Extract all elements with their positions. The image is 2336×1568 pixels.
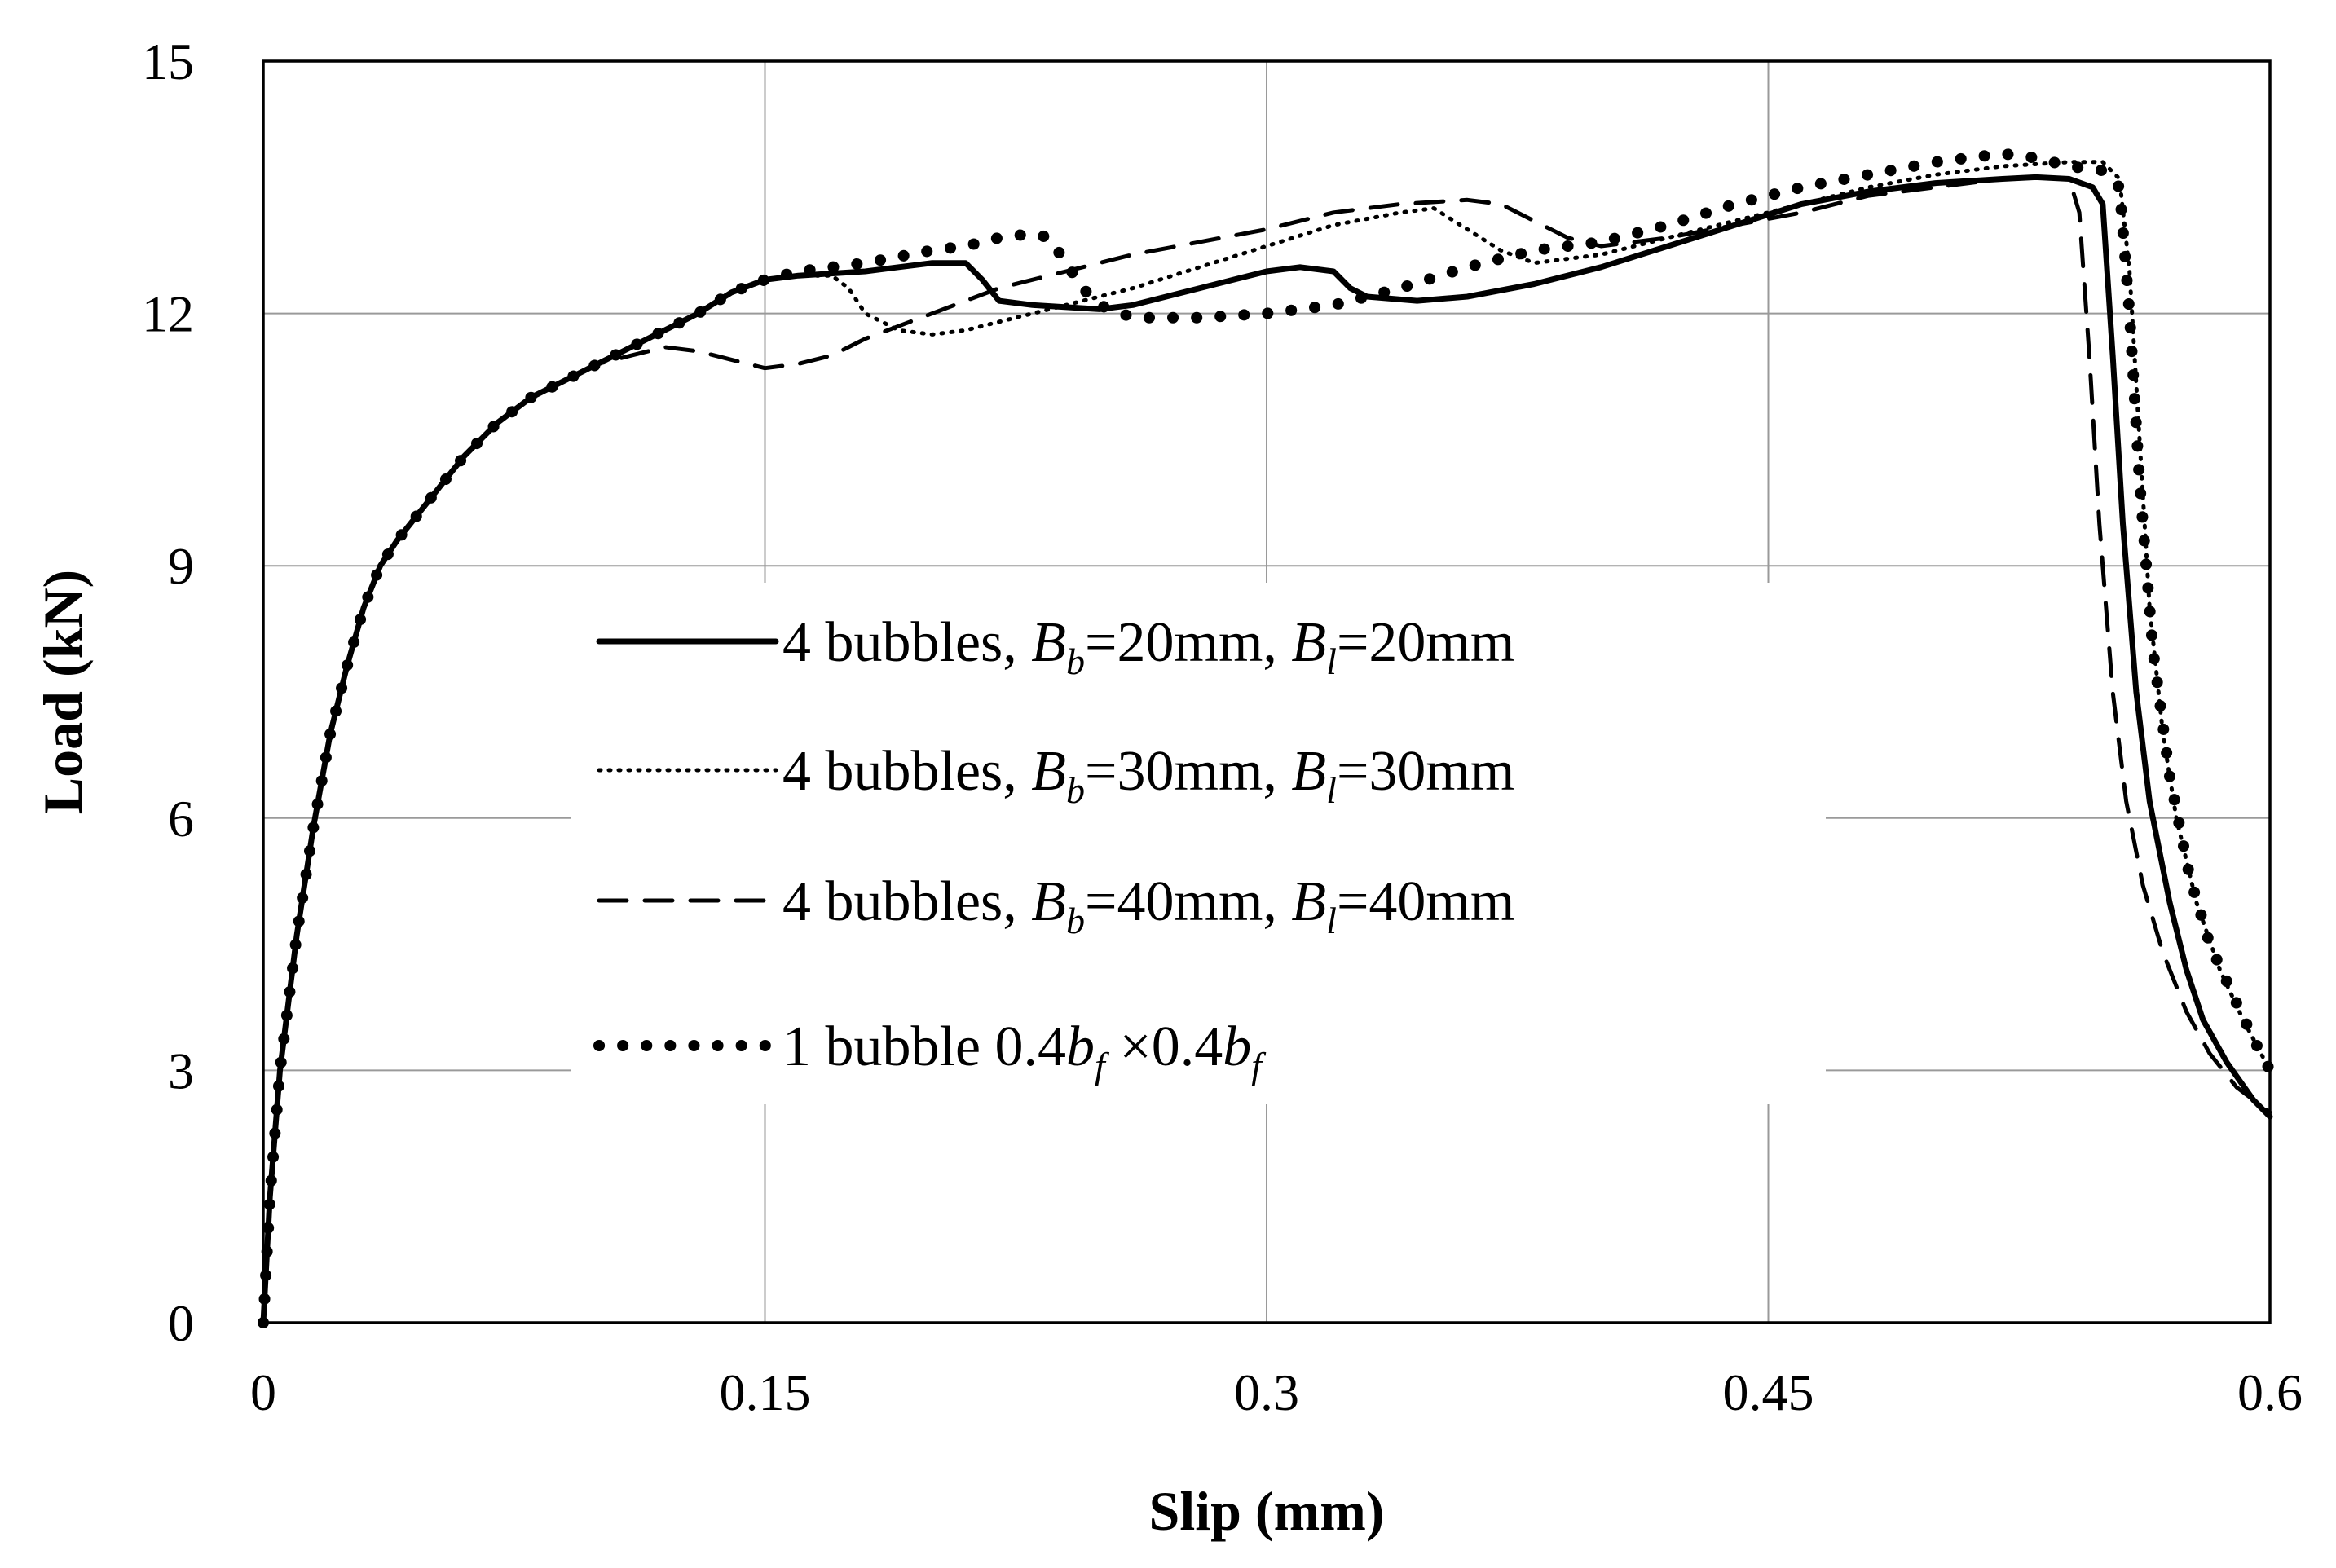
legend-label-part: B <box>1291 740 1326 803</box>
y-tick-label: 0 <box>168 1294 194 1352</box>
x-tick-label: 0.15 <box>720 1363 811 1421</box>
legend-item-4-bubbles-bb-40mm-bl-40mm: 4 bubbles, Bb=40mm, Bl=40mm <box>597 870 1514 941</box>
legend-item-4-bubbles-bb-20mm-bl-20mm: 4 bubbles, Bb=20mm, Bl=20mm <box>596 611 1514 682</box>
legend-label-part: =30mm <box>1337 740 1514 803</box>
plot-frame <box>262 59 2272 1324</box>
x-axis-ticks: 0 0.15 0.3 0.45 0.6 <box>250 1363 2303 1421</box>
legend-label-part: b <box>1066 769 1085 811</box>
legend-label-part: =40mm <box>1337 870 1514 933</box>
legend-label: 1 bubble 0.4bf ×0.4bf <box>782 1015 1267 1086</box>
legend-background <box>571 583 1826 1104</box>
legend-label-part: l <box>1326 641 1337 682</box>
legend-label-part: 4 bubbles, <box>782 611 1031 674</box>
legend-label-part: B <box>1031 870 1066 933</box>
legend-label-part: B <box>1291 870 1326 933</box>
legend-label-part: =30mm, <box>1085 740 1291 803</box>
y-tick-label: 15 <box>142 33 194 90</box>
y-axis-ticks: 0 3 6 9 12 15 <box>142 33 194 1352</box>
legend-label-part: 4 bubbles, <box>782 740 1031 803</box>
legend-label: 4 bubbles, Bb=20mm, Bl=20mm <box>782 611 1514 682</box>
legend-label-part: b <box>1066 1015 1095 1078</box>
x-axis-title: Slip (mm) <box>1149 1480 1385 1542</box>
legend-label-part: 4 bubbles, <box>782 870 1031 933</box>
legend-label-part: =20mm <box>1337 611 1514 674</box>
x-tick-label: 0.3 <box>1234 1363 1299 1421</box>
legend-label-part: =40mm, <box>1085 870 1291 933</box>
legend-label-part: b <box>1223 1015 1251 1078</box>
legend-label: 4 bubbles, Bb=40mm, Bl=40mm <box>782 870 1514 941</box>
legend-label: 4 bubbles, Bb=30mm, Bl=30mm <box>782 740 1514 811</box>
x-tick-label: 0.45 <box>1723 1363 1814 1421</box>
y-tick-label: 3 <box>168 1042 194 1099</box>
legend-label-part: 1 bubble 0.4 <box>782 1015 1066 1078</box>
y-tick-label: 12 <box>142 285 194 343</box>
legend-label-part: =20mm, <box>1085 611 1291 674</box>
series-line-4-bubbles-bb-40mm-bl-40mm <box>261 174 2272 1325</box>
legend-label-part: l <box>1326 769 1337 811</box>
legend-item-1-bubble-0-4bf-0-4bf: 1 bubble 0.4bf ×0.4bf <box>593 1015 1267 1086</box>
legend-label-part: B <box>1031 740 1066 803</box>
x-tick-label: 0 <box>250 1363 276 1421</box>
y-tick-label: 6 <box>168 790 194 848</box>
series-layer <box>258 148 2276 1328</box>
y-axis-title: Load (kN) <box>32 570 94 814</box>
legend-label-part: ×0.4 <box>1105 1015 1223 1078</box>
legend-label-part: b <box>1066 900 1085 941</box>
y-tick-label: 9 <box>168 537 194 595</box>
series-line-4-bubbles-bb-20mm-bl-20mm <box>260 174 2273 1326</box>
legend-label-part: b <box>1066 641 1085 682</box>
x-tick-label: 0.6 <box>2237 1363 2303 1421</box>
legend-label-part: B <box>1291 611 1326 674</box>
legend-item-4-bubbles-bb-30mm-bl-30mm: 4 bubbles, Bb=30mm, Bl=30mm <box>597 740 1514 811</box>
series-line-4-bubbles-bb-30mm-bl-30mm <box>261 160 2272 1325</box>
legend-label-part: l <box>1326 900 1337 941</box>
legend-label-part: B <box>1031 611 1066 674</box>
